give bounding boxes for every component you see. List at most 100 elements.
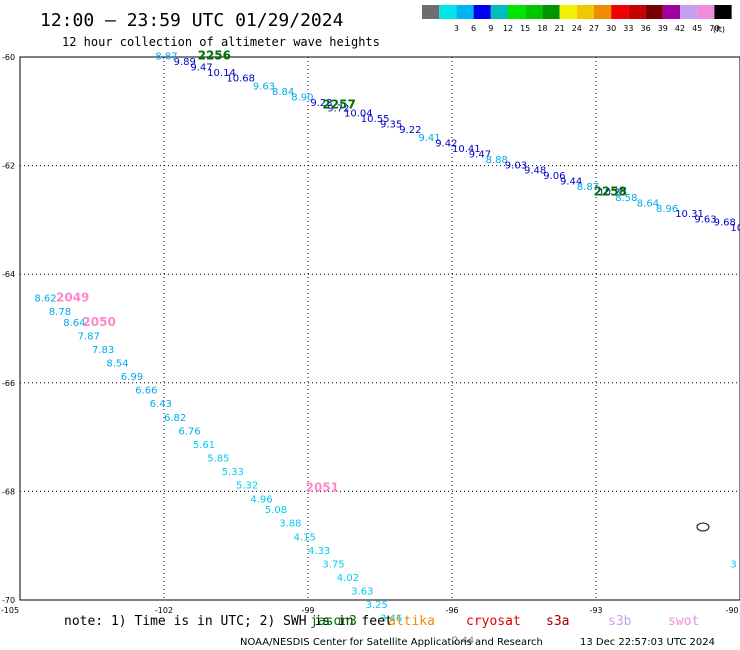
wave-height-mark: 9.44: [560, 177, 582, 188]
colorbar-label: 27: [589, 24, 599, 33]
satellite-legend-s3b: s3b: [608, 614, 632, 629]
colorbar-label: 70: [709, 24, 719, 33]
pass-number-label: 2049: [56, 290, 89, 304]
colorbar-label: 39: [658, 24, 668, 33]
wave-height-mark: 8.58: [615, 193, 637, 204]
wave-height-mark: 5.85: [207, 454, 229, 465]
wave-height-mark: 9.23: [310, 98, 332, 109]
wave-height-mark: 9.68: [714, 217, 736, 228]
y-tick-label: -66: [2, 379, 15, 388]
wave-height-mark: 10.31: [675, 209, 704, 220]
wave-height-mark: 10.55: [361, 114, 390, 125]
pass-number-label: 2051: [306, 480, 339, 494]
colorbar-cell: [697, 5, 715, 19]
page-subtitle: 12 hour collection of altimeter wave hei…: [62, 35, 380, 49]
wave-height-mark: 9.42: [435, 139, 457, 150]
wave-height-mark: 5.33: [222, 467, 244, 478]
colorbar-label: 6: [471, 24, 476, 33]
colorbar-label: 3: [454, 24, 459, 33]
satellite-legend-s3a: s3a: [546, 614, 569, 629]
wave-height-mark: 9.06: [543, 171, 565, 182]
wave-height-mark: 8.78: [49, 307, 71, 318]
wave-height-mark: 9.63: [253, 82, 275, 93]
colorbar-cell: [576, 5, 594, 19]
wave-height-mark: 3.88: [279, 519, 301, 530]
wave-height-mark: 9.35: [380, 120, 402, 131]
colorbar-label: 15: [520, 24, 530, 33]
colorbar-cell: [594, 5, 612, 19]
wave-height-mark: 8.64: [63, 318, 85, 329]
wave-height-mark: 5.61: [193, 440, 215, 451]
wave-height-mark: 10.27: [598, 187, 627, 198]
x-tick-label: -96: [445, 606, 458, 615]
wave-height-mark: 3.25: [366, 600, 388, 611]
wave-height-mark: 6.66: [135, 386, 157, 397]
satellite-legend-jason3: jason3: [310, 614, 357, 629]
wave-height-mark: 8.62: [34, 293, 56, 304]
wave-height-mark: 4.15: [294, 532, 316, 543]
wave-height-mark: 5.32: [236, 481, 258, 492]
footer-timestamp: 13 Dec 22:57:03 UTC 2024: [580, 637, 715, 648]
wave-height-mark: 3: [730, 559, 736, 570]
map-frame: [19, 56, 740, 601]
y-tick-label: -60: [2, 53, 15, 62]
wave-height-mark: 2.44: [452, 635, 474, 646]
wave-height-mark: 4.96: [250, 494, 272, 505]
island-outline: [696, 522, 710, 532]
y-tick-label: -64: [2, 270, 15, 279]
colorbar-label: 12: [503, 24, 513, 33]
colorbar-label: 18: [537, 24, 547, 33]
graticule: [20, 57, 740, 600]
satellite-legend-swot: swot: [668, 614, 699, 629]
satellite-legend-altika: altika: [388, 614, 435, 629]
wave-height-mark: 8.54: [106, 359, 128, 370]
pass-labels: 2256 2257 2258 2049 2050 2051: [56, 49, 627, 495]
colorbar-cell: [456, 5, 474, 19]
y-tick-label: -68: [2, 487, 15, 496]
wave-height-mark: 9.47: [469, 149, 491, 160]
satellite-legend: jason3 altika cryosat s3a s3b swot: [310, 614, 699, 629]
axis-ticks: -105 -102 -99 -96 -93 -90 -60 -62 -64 -66 -68 -70: [1, 53, 739, 615]
pass-number-label: 2050: [82, 315, 115, 329]
pass-number-label: 2256: [198, 49, 231, 63]
colorbar-label: 45: [692, 24, 702, 33]
wave-height-mark: 3.75: [322, 559, 344, 570]
x-tick-label: -99: [301, 606, 314, 615]
colorbar-cell: [662, 5, 680, 19]
wave-height-mark: 9.48: [524, 166, 546, 177]
colorbar-cell: [714, 5, 732, 19]
wave-height-mark: 10.04: [344, 109, 373, 120]
colorbar-cell: [525, 5, 543, 19]
wave-height-mark: 3.63: [351, 587, 373, 598]
colorbar-label: 42: [675, 24, 685, 33]
map-plot-area: -105 -102 -99 -96 -93 -90 -60 -62 -64 -66 -68 -70 8…: [1, 49, 740, 647]
wave-height-marks: 8.879.899.4710.1410.689.638.848.909.239.…: [34, 52, 740, 647]
pass-number-label: 2257: [322, 98, 355, 112]
colorbar-label: 21: [555, 24, 565, 33]
y-tick-label: -62: [2, 162, 15, 171]
wave-height-mark: 10.68: [226, 73, 255, 84]
wave-height-mark: 5.08: [265, 505, 287, 516]
colorbar-cell: [422, 5, 440, 19]
wave-height-mark: 9.89: [174, 57, 196, 68]
wave-height-mark: 9.63: [694, 215, 716, 226]
wave-height-mark: 8.84: [272, 87, 294, 98]
wave-height-mark: 8.87: [155, 52, 177, 63]
footer-credit: NOAA/NESDIS Center for Satellite Applica…: [240, 637, 543, 648]
colorbar-unit: (ft): [713, 25, 725, 34]
wave-height-mark: 9.47: [190, 63, 212, 74]
x-tick-label: -102: [155, 606, 173, 615]
wave-height-mark: 4.02: [337, 573, 359, 584]
wave-height-mark: 9.22: [399, 125, 421, 136]
colorbar-cell: [645, 5, 663, 19]
wave-height-mark: 6.76: [178, 426, 200, 437]
wave-height-mark: 8.96: [656, 204, 678, 215]
colorbar-cell: [508, 5, 526, 19]
wave-height-colorbar: 3 6 9 12 15 18 21 24 27 30 33 36 39 42 45 70: [422, 5, 732, 33]
colorbar-cell: [542, 5, 560, 19]
colorbar-cell: [628, 5, 646, 19]
x-tick-label: -105: [1, 606, 19, 615]
x-tick-label: -93: [589, 606, 602, 615]
wave-height-mark: 8.88: [486, 155, 508, 166]
